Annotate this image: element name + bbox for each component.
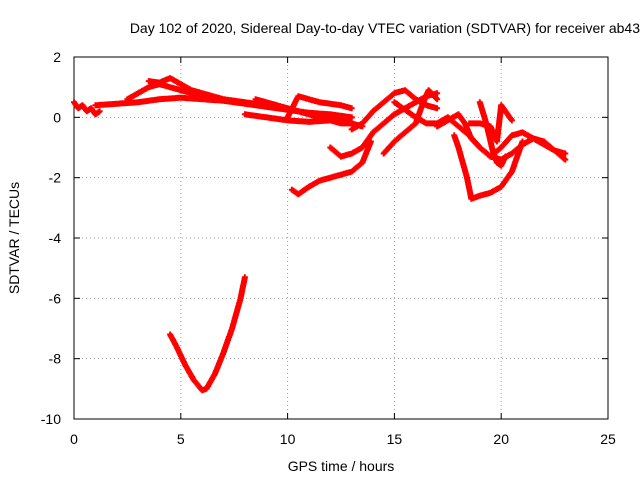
- x-tick-label: 5: [177, 431, 185, 447]
- x-axis-label: GPS time / hours: [288, 458, 395, 474]
- y-tick-label: -4: [49, 230, 62, 246]
- series-markers: [288, 138, 374, 198]
- x-tick-label: 25: [600, 431, 616, 447]
- chart-title: Day 102 of 2020, Sidereal Day-to-day VTE…: [130, 20, 640, 36]
- series-markers: [145, 75, 270, 109]
- grid-lines: [74, 57, 608, 419]
- series-track-8: [348, 87, 441, 133]
- series-markers: [167, 274, 248, 394]
- series-track-4: [145, 75, 270, 109]
- y-tick-label: -6: [49, 290, 62, 306]
- y-tick-label: -10: [41, 411, 61, 427]
- series-track-14: [451, 132, 526, 202]
- x-tick-label: 15: [387, 431, 403, 447]
- x-tick-label: 0: [70, 431, 78, 447]
- series-track-1: [71, 99, 103, 118]
- series-track-17: [167, 274, 248, 394]
- series-track-7: [284, 93, 355, 121]
- x-tick-labels: 0 5 10 15 20 25: [70, 431, 616, 447]
- series-track-16: [476, 99, 509, 169]
- series-markers: [71, 99, 103, 118]
- y-axis-label: SDTVAR / TECUs: [6, 182, 22, 294]
- y-tick-label: 0: [53, 109, 61, 125]
- data-series: [71, 75, 569, 394]
- x-tick-label: 10: [280, 431, 296, 447]
- series-track-9: [288, 138, 374, 198]
- series-markers: [451, 132, 526, 202]
- y-tick-label: 2: [53, 49, 61, 65]
- axis-ticks: [73, 56, 609, 420]
- series-markers: [348, 87, 441, 133]
- y-tick-label: -8: [49, 351, 62, 367]
- series-markers: [284, 93, 355, 121]
- series-markers: [476, 99, 509, 169]
- y-tick-labels: 2 0 -2 -4 -6 -8 -10: [41, 49, 61, 427]
- y-tick-label: -2: [49, 170, 62, 186]
- x-tick-label: 20: [493, 431, 509, 447]
